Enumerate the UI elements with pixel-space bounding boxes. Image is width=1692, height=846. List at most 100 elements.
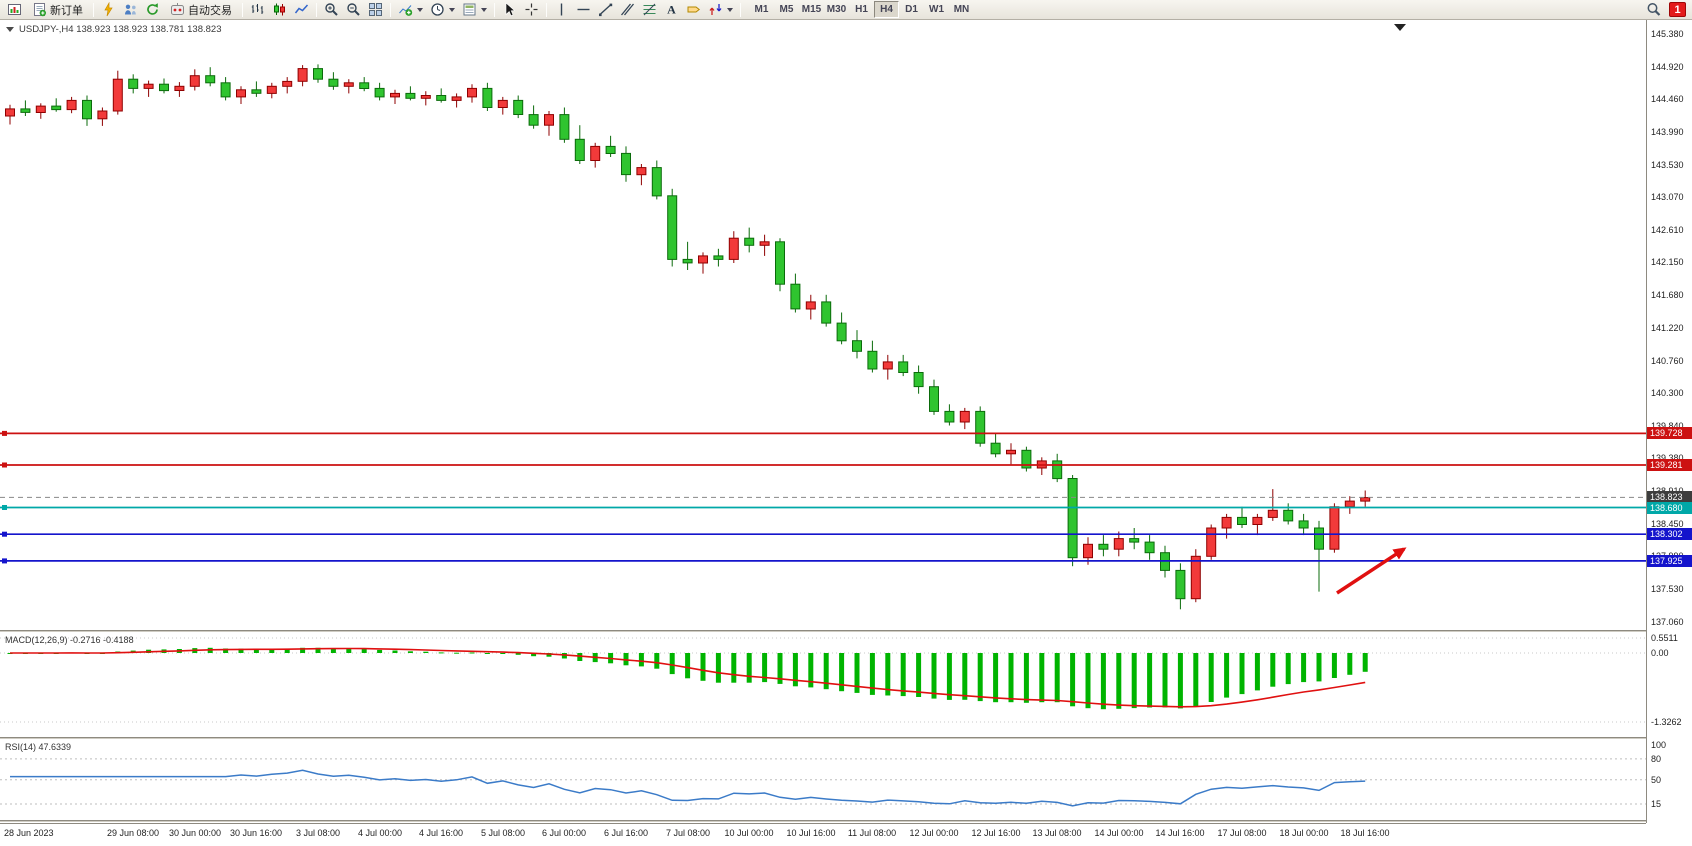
- notification-badge[interactable]: 1: [1669, 2, 1686, 17]
- time-axis[interactable]: 28 Jun 2023 29 Jun 08:00 30 Jun 00:00 30 Ju…: [0, 823, 1646, 846]
- time-axis-label: 30 Jun 16:00: [229, 828, 283, 838]
- rsi-pane[interactable]: RSI(14) 47.6339: [0, 740, 1646, 820]
- pane-divider[interactable]: [0, 737, 1692, 740]
- timeframe-m1[interactable]: M1: [749, 1, 774, 18]
- templates-icon: [463, 3, 476, 16]
- time-axis-label: 10 Jul 16:00: [786, 828, 836, 838]
- chart-pane[interactable]: USDJPY-,H4 138.923 138.923 138.781 138.8…: [0, 20, 1646, 630]
- periods-button[interactable]: [427, 1, 458, 19]
- crosshair-button[interactable]: [521, 1, 542, 19]
- indicators-button[interactable]: [395, 1, 426, 19]
- time-axis-label: 18 Jul 00:00: [1279, 828, 1329, 838]
- fibonacci-tool-button[interactable]: [639, 1, 660, 19]
- fibonacci-icon: [643, 3, 656, 16]
- dropdown-caret-icon: [481, 7, 487, 12]
- price-axis-label: 137.060: [1651, 617, 1684, 627]
- time-axis-label: 4 Jul 16:00: [418, 828, 464, 838]
- time-axis-label: 3 Jul 08:00: [295, 828, 341, 838]
- dropdown-caret-icon: [449, 7, 455, 12]
- time-axis-label: 29 Jun 08:00: [106, 828, 160, 838]
- price-axis-label: 140.300: [1651, 388, 1684, 398]
- price-axis-label: 142.610: [1651, 225, 1684, 235]
- one-click-trading-toggle-icon[interactable]: [6, 27, 14, 32]
- candlestick-chart-canvas[interactable]: [0, 20, 1646, 630]
- auto-trading-icon: [171, 3, 184, 15]
- auto-trading-button[interactable]: 自动交易: [164, 1, 238, 19]
- macd-label: MACD(12,26,9) -0.2716 -0.4188: [5, 635, 134, 645]
- new-order-label: 新订单: [50, 4, 83, 17]
- timeframe-m5[interactable]: M5: [774, 1, 799, 18]
- timeframe-d1[interactable]: D1: [899, 1, 924, 18]
- candlestick-chart-button[interactable]: [269, 1, 290, 19]
- quick-trade-button[interactable]: [98, 1, 119, 19]
- time-axis-label: 7 Jul 08:00: [665, 828, 711, 838]
- time-axis-label: 13 Jul 08:00: [1032, 828, 1082, 838]
- channel-tool-button[interactable]: [617, 1, 638, 19]
- time-axis-label: 30 Jun 00:00: [168, 828, 222, 838]
- toolbar-separator: [740, 2, 741, 17]
- macd-pane[interactable]: MACD(12,26,9) -0.2716 -0.4188: [0, 633, 1646, 737]
- refresh-icon: [147, 3, 158, 15]
- zoom-out-button[interactable]: [343, 1, 364, 19]
- text-icon: A: [667, 3, 676, 17]
- dropdown-caret-icon: [417, 7, 423, 12]
- toolbar-separator: [242, 2, 243, 17]
- profiles-icon: [125, 4, 136, 15]
- label-tool-button[interactable]: [683, 1, 704, 19]
- toolbar-separator: [390, 2, 391, 17]
- price-axis[interactable]: 145.380 144.920 144.460 143.990 143.530 143.0…: [1646, 20, 1692, 823]
- time-axis-label: 14 Jul 00:00: [1094, 828, 1144, 838]
- time-axis-label: 18 Jul 16:00: [1340, 828, 1390, 838]
- arrows-icon: [709, 4, 722, 15]
- timeframe-w1[interactable]: W1: [924, 1, 949, 18]
- search-icon: [1647, 3, 1661, 16]
- level-price-tag: 138.680: [1647, 502, 1692, 514]
- price-axis-label: 144.460: [1651, 94, 1684, 104]
- rsi-canvas[interactable]: [0, 740, 1646, 820]
- time-axis-label: 28 Jun 2023: [4, 828, 54, 838]
- timeframe-toolbar: M1 M5 M15 M30 H1 H4 D1 W1 MN: [749, 1, 974, 18]
- line-chart-icon: [294, 4, 309, 14]
- indicators-icon: [399, 5, 413, 16]
- arrows-tool-button[interactable]: [705, 1, 736, 19]
- rsi-axis-label: 100: [1651, 740, 1667, 750]
- timeframe-h1[interactable]: H1: [849, 1, 874, 18]
- price-axis-label: 143.530: [1651, 160, 1684, 170]
- profiles-button[interactable]: [120, 1, 141, 19]
- tile-windows-button[interactable]: [365, 1, 386, 19]
- macd-axis-label: 0.00: [1651, 648, 1669, 658]
- time-axis-label: 5 Jul 08:00: [480, 828, 526, 838]
- macd-canvas[interactable]: [0, 633, 1646, 737]
- search-button[interactable]: [1643, 1, 1664, 19]
- level-price-tag: 139.281: [1647, 459, 1692, 471]
- toolbar-separator: [546, 2, 547, 17]
- zoom-in-button[interactable]: [321, 1, 342, 19]
- horizontal-line-tool-button[interactable]: [573, 1, 594, 19]
- refresh-button[interactable]: [142, 1, 163, 19]
- rsi-axis-label: 50: [1651, 775, 1662, 785]
- vertical-line-tool-button[interactable]: [551, 1, 572, 19]
- cursor-button[interactable]: [499, 1, 520, 19]
- pane-divider[interactable]: [0, 820, 1692, 823]
- pane-divider[interactable]: [0, 630, 1692, 633]
- new-order-icon: [34, 3, 46, 17]
- new-order-button[interactable]: 新订单: [26, 1, 89, 19]
- price-axis-label: 139.840: [1651, 421, 1684, 431]
- bar-chart-button[interactable]: [247, 1, 268, 19]
- text-tool-button[interactable]: A: [661, 1, 682, 19]
- new-chart-button[interactable]: [4, 1, 25, 19]
- price-label-icon: [687, 6, 701, 13]
- timeframe-m30[interactable]: M30: [824, 1, 849, 18]
- timeframe-mn[interactable]: MN: [949, 1, 974, 18]
- price-axis-label: 141.680: [1651, 290, 1684, 300]
- vertical-line-icon: [560, 3, 563, 16]
- timeframe-m15[interactable]: M15: [799, 1, 824, 18]
- trendline-tool-button[interactable]: [595, 1, 616, 19]
- line-chart-button[interactable]: [291, 1, 312, 19]
- level-price-tag: 138.302: [1647, 528, 1692, 540]
- templates-button[interactable]: [459, 1, 490, 19]
- timeframe-h4[interactable]: H4: [874, 1, 899, 18]
- toolbar-separator: [93, 2, 94, 17]
- clock-icon: [431, 3, 444, 16]
